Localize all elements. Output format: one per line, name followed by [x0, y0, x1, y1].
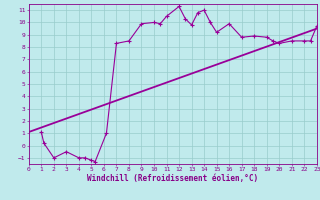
X-axis label: Windchill (Refroidissement éolien,°C): Windchill (Refroidissement éolien,°C) — [87, 174, 258, 183]
